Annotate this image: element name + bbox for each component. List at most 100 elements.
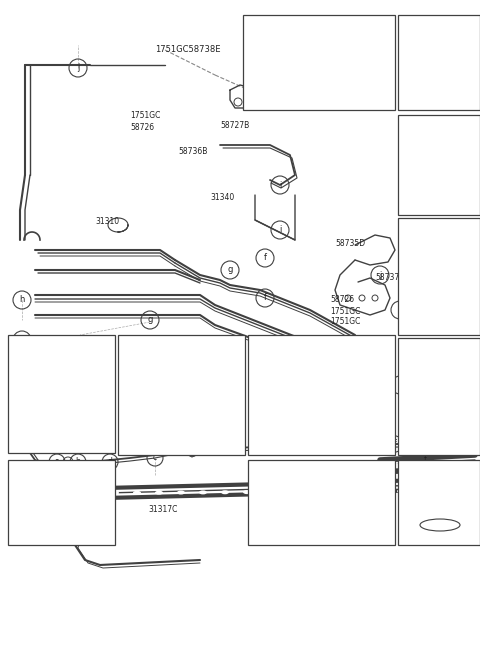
Text: g: g	[17, 343, 23, 351]
Text: j: j	[77, 64, 79, 72]
Text: 31125T: 31125T	[310, 379, 336, 385]
Text: 31317C: 31317C	[148, 505, 178, 515]
Text: 33066: 33066	[42, 345, 66, 355]
Text: e: e	[223, 442, 228, 451]
Ellipse shape	[430, 463, 440, 467]
Text: 31334D: 31334D	[290, 484, 318, 490]
Text: 58726: 58726	[130, 124, 154, 132]
Text: j: j	[379, 270, 381, 280]
Text: k: k	[333, 440, 337, 449]
Text: 31358B: 31358B	[270, 347, 297, 353]
Text: 31356B: 31356B	[420, 126, 449, 134]
Ellipse shape	[353, 490, 361, 494]
Text: c: c	[191, 443, 195, 453]
Text: 1751GC: 1751GC	[130, 111, 160, 120]
Ellipse shape	[410, 463, 420, 467]
Text: g: g	[228, 265, 233, 274]
Bar	[143, 405, 185, 440]
Text: f: f	[394, 440, 396, 449]
Ellipse shape	[199, 490, 207, 494]
Bar	[8, 460, 115, 545]
Text: g: g	[147, 355, 153, 365]
Text: f: f	[424, 455, 426, 465]
Text: 31325C: 31325C	[262, 38, 291, 47]
Text: 58723: 58723	[420, 305, 444, 315]
Text: h: h	[17, 467, 23, 476]
Text: 1751GC: 1751GC	[330, 318, 360, 326]
Text: h: h	[19, 355, 24, 365]
Text: 58752: 58752	[42, 486, 66, 495]
Text: g: g	[147, 315, 153, 324]
Bar	[398, 218, 480, 335]
Text: 58727B: 58727B	[220, 122, 249, 130]
Text: 1310RA: 1310RA	[145, 347, 172, 353]
Bar	[248, 460, 395, 545]
Bar	[258, 55, 303, 95]
Text: k: k	[408, 345, 412, 355]
Ellipse shape	[375, 490, 383, 494]
Text: B: B	[194, 438, 200, 447]
Ellipse shape	[331, 490, 339, 494]
Bar	[310, 50, 358, 95]
Bar	[398, 15, 480, 110]
Text: 1751GC58738E: 1751GC58738E	[155, 45, 220, 55]
Ellipse shape	[243, 490, 251, 494]
Text: 31350B: 31350B	[12, 426, 41, 434]
Text: 31360H: 31360H	[270, 359, 298, 365]
Text: 58736B: 58736B	[178, 147, 207, 157]
Bar	[398, 115, 480, 215]
Ellipse shape	[450, 463, 460, 467]
Text: 31125M: 31125M	[145, 360, 173, 366]
Ellipse shape	[265, 490, 273, 494]
Bar	[192, 408, 237, 440]
Text: i: i	[279, 226, 281, 234]
Ellipse shape	[133, 491, 141, 495]
Bar	[248, 335, 395, 455]
Text: i: i	[259, 467, 261, 476]
Text: 31325B: 31325B	[418, 362, 445, 368]
Ellipse shape	[155, 491, 163, 495]
Bar	[30, 380, 100, 435]
Text: 31311B: 31311B	[50, 382, 79, 390]
Text: 31325C: 31325C	[420, 26, 449, 34]
Text: i: i	[279, 180, 281, 190]
Ellipse shape	[111, 491, 119, 495]
Bar	[8, 335, 115, 453]
Text: d: d	[108, 457, 112, 467]
Text: 58753: 58753	[422, 491, 444, 497]
Text: 31324C: 31324C	[295, 26, 324, 34]
Text: e: e	[127, 343, 132, 351]
Text: 31340: 31340	[210, 193, 234, 203]
Text: j: j	[409, 467, 411, 476]
Text: 31325F: 31325F	[145, 385, 171, 391]
Bar	[28, 500, 62, 530]
Ellipse shape	[221, 490, 229, 494]
Text: c: c	[408, 122, 412, 132]
Text: a: a	[55, 457, 60, 467]
Text: 58726: 58726	[330, 295, 354, 305]
Text: 58753D: 58753D	[418, 479, 445, 485]
Text: 1751GC: 1751GC	[330, 307, 360, 315]
Ellipse shape	[397, 489, 405, 494]
Ellipse shape	[287, 490, 295, 494]
Text: f: f	[264, 293, 266, 303]
Bar	[243, 15, 395, 110]
Text: 1125DN: 1125DN	[410, 241, 441, 249]
Text: f: f	[264, 253, 266, 263]
Text: f: f	[398, 380, 401, 390]
Text: 58737D: 58737D	[375, 274, 405, 282]
Text: f: f	[259, 343, 262, 351]
Text: 31327F: 31327F	[145, 397, 171, 403]
Text: f: f	[21, 336, 24, 345]
Text: h: h	[19, 295, 24, 305]
Text: 31310: 31310	[95, 218, 119, 226]
Text: 1125DR: 1125DR	[285, 522, 313, 528]
Text: 58735D: 58735D	[335, 238, 365, 247]
Text: c: c	[153, 453, 157, 463]
Bar	[418, 390, 465, 420]
Text: a: a	[252, 22, 258, 32]
Bar	[267, 395, 340, 438]
Bar	[268, 495, 300, 535]
Text: h: h	[397, 305, 403, 315]
Text: 31126B: 31126B	[196, 347, 223, 353]
